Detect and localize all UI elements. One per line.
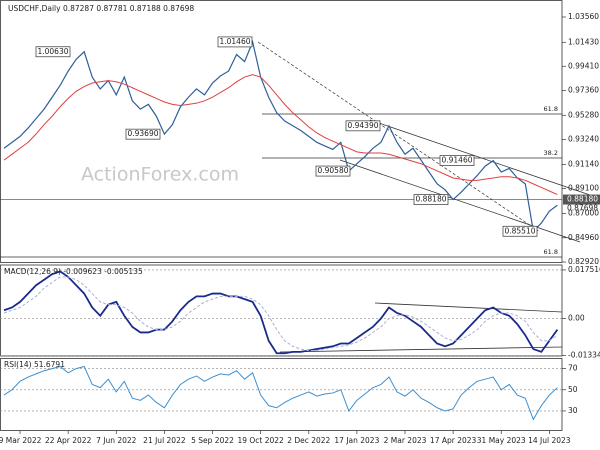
y-tick-label: 0.93240	[568, 134, 599, 143]
fib-label: 61.8	[544, 105, 558, 113]
y-tick-label: 50	[568, 385, 578, 394]
y-tick-label: 0.95280	[568, 110, 599, 119]
macd-trend-upper	[374, 302, 563, 313]
annotation-box	[35, 46, 71, 58]
annotation-label: 0.85510	[504, 226, 535, 235]
series-line	[3, 276, 558, 351]
panel-title: MACD(12,26,9) -0.009623 -0.005135	[4, 267, 143, 276]
annotation-label: 0.90580	[317, 166, 348, 175]
y-tick-label: 0.87000	[568, 209, 599, 218]
annotation-label: 0.94390	[347, 121, 378, 130]
x-tick-label: 21 Jul 2022	[143, 436, 186, 445]
annotation-label: 0.91460	[441, 156, 472, 165]
y-tick-label: 30	[568, 406, 578, 415]
fib-label: 61.8	[544, 248, 558, 256]
annotation-label: 1.00630	[37, 47, 68, 56]
x-tick-label: 2 Mar 2023	[384, 436, 427, 445]
y-tick-label: 1.01430	[568, 37, 599, 46]
price-panel	[0, 0, 563, 263]
x-tick-label: 9 Mar 2022	[0, 436, 42, 445]
y-tick-label: 0.84960	[568, 233, 599, 242]
y-tick-label: 0.97360	[568, 86, 599, 95]
price-tag-box	[563, 194, 600, 205]
x-tick-label: 17 Jan 2023	[334, 436, 379, 445]
y-tick-label: -0.01334	[568, 351, 600, 360]
price-tag: 0.88180	[567, 195, 598, 204]
series-line	[3, 39, 558, 233]
panel-title: USDCHF,Daily 0.87287 0.87781 0.87188 0.8…	[8, 4, 194, 13]
annotation-box	[439, 155, 475, 166]
series-line	[3, 270, 559, 355]
channel-lower	[339, 159, 581, 243]
y-tick-label: 0.82920	[568, 257, 599, 266]
trend-line	[257, 41, 541, 233]
x-tick-label: 7 Jun 2022	[96, 436, 137, 445]
channel-upper	[369, 119, 591, 196]
x-tick-label: 14 Jul 2023	[528, 436, 571, 445]
fib-label: 38.2	[544, 149, 558, 157]
y-tick-label: 0.89100	[568, 184, 599, 193]
x-tick-label: 5 Sep 2022	[191, 436, 234, 445]
annotation-box	[315, 165, 351, 177]
y-tick-label: 0.99410	[568, 61, 599, 70]
macd-panel	[0, 264, 563, 357]
price-tag: 0.87698	[567, 203, 598, 212]
series-line	[3, 365, 558, 421]
y-tick-label: 0.017516	[568, 265, 600, 274]
annotation-label: 0.88180	[415, 195, 446, 204]
panel-title: RSI(14) 51.6791	[4, 360, 65, 369]
annotation-box	[217, 36, 253, 48]
macd-trend-lower	[279, 346, 563, 353]
rsi-panel	[0, 358, 563, 431]
y-tick-label: 0.91140	[568, 159, 599, 168]
x-tick-label: 17 Apr 2023	[430, 436, 477, 445]
annotation-label: 1.01460	[219, 37, 250, 46]
y-tick-label: 70	[568, 364, 578, 373]
annotation-box	[345, 120, 381, 132]
y-tick-label: 0.00	[568, 314, 585, 323]
annotation-box	[502, 225, 538, 237]
watermark: ActionForex.com	[81, 164, 239, 186]
x-tick-label: 31 May 2023	[477, 436, 526, 445]
annotation-box	[413, 194, 449, 205]
x-tick-label: 2 Dec 2022	[287, 436, 330, 445]
x-tick-label: 22 Apr 2022	[45, 436, 92, 445]
y-tick-label: 1.03560	[568, 12, 599, 21]
annotation-box	[125, 128, 161, 140]
x-tick-label: 19 Oct 2022	[237, 436, 284, 445]
annotation-label: 0.93690	[127, 129, 158, 138]
series-line	[3, 74, 558, 196]
